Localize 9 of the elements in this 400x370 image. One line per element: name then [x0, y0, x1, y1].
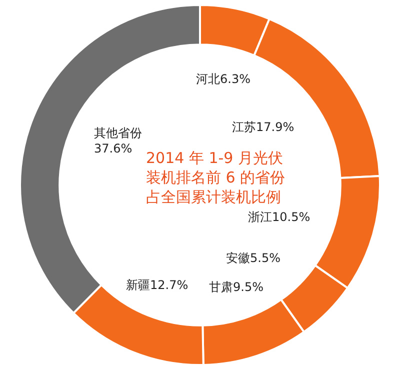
slice-label: 安徽5.5% — [226, 251, 280, 265]
slice-label: 河北6.3% — [196, 72, 250, 86]
data-label: 37.6% — [94, 142, 132, 156]
slice-label: 浙江10.5% — [248, 210, 310, 224]
slice-label: 其他省份 — [94, 126, 142, 140]
slice-label: 甘肃9.5% — [209, 280, 264, 294]
slice-label: 江苏17.9% — [232, 120, 294, 134]
text: 2014 年 1-9 月光伏装机排名前 6 的省份占全国累计装机比例 — [146, 149, 286, 206]
slice-label: 新疆12.7% — [126, 278, 188, 292]
